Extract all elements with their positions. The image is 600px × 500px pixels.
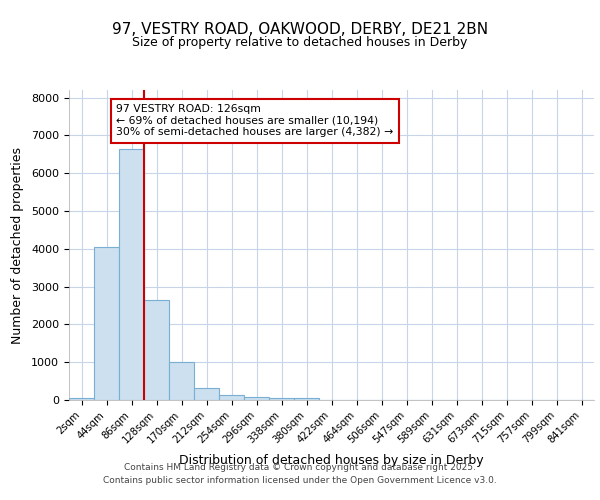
Text: 97, VESTRY ROAD, OAKWOOD, DERBY, DE21 2BN: 97, VESTRY ROAD, OAKWOOD, DERBY, DE21 2B…: [112, 22, 488, 38]
Text: Contains HM Land Registry data © Crown copyright and database right 2025.: Contains HM Land Registry data © Crown c…: [124, 464, 476, 472]
Y-axis label: Number of detached properties: Number of detached properties: [11, 146, 24, 344]
Bar: [69, 398, 94, 400]
Text: Contains public sector information licensed under the Open Government Licence v3: Contains public sector information licen…: [103, 476, 497, 485]
Bar: [169, 362, 194, 400]
Bar: [219, 396, 244, 400]
Text: Size of property relative to detached houses in Derby: Size of property relative to detached ho…: [133, 36, 467, 49]
Bar: [194, 388, 219, 400]
Bar: [94, 247, 119, 400]
Bar: [269, 398, 294, 400]
Bar: [144, 300, 169, 400]
Bar: [119, 148, 144, 400]
Bar: [244, 397, 269, 400]
Text: 97 VESTRY ROAD: 126sqm
← 69% of detached houses are smaller (10,194)
30% of semi: 97 VESTRY ROAD: 126sqm ← 69% of detached…: [116, 104, 394, 137]
Bar: [294, 398, 319, 400]
X-axis label: Distribution of detached houses by size in Derby: Distribution of detached houses by size …: [179, 454, 484, 466]
